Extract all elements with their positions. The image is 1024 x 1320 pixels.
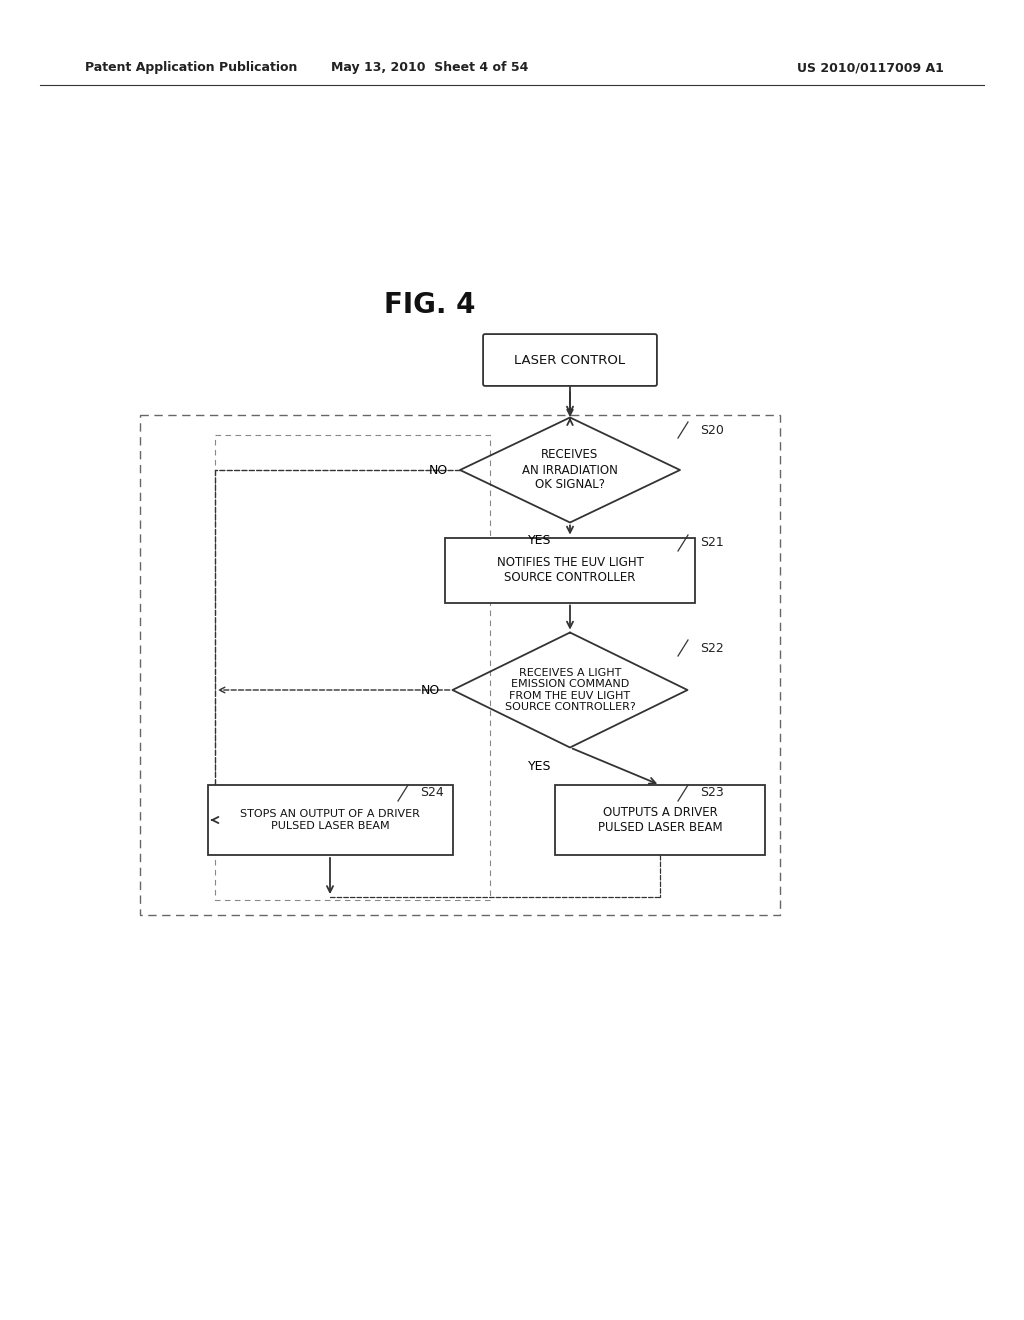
Text: NO: NO <box>429 463 449 477</box>
Text: May 13, 2010  Sheet 4 of 54: May 13, 2010 Sheet 4 of 54 <box>332 62 528 74</box>
Bar <box>140 414 780 915</box>
Bar <box>555 785 765 855</box>
Text: RECEIVES A LIGHT
EMISSION COMMAND
FROM THE EUV LIGHT
SOURCE CONTROLLER?: RECEIVES A LIGHT EMISSION COMMAND FROM T… <box>505 668 635 713</box>
Text: OUTPUTS A DRIVER
PULSED LASER BEAM: OUTPUTS A DRIVER PULSED LASER BEAM <box>598 807 722 834</box>
Text: S24: S24 <box>420 787 443 800</box>
Text: US 2010/0117009 A1: US 2010/0117009 A1 <box>797 62 943 74</box>
Text: Patent Application Publication: Patent Application Publication <box>85 62 297 74</box>
Text: S22: S22 <box>700 642 724 655</box>
Text: S23: S23 <box>700 787 724 800</box>
Text: NOTIFIES THE EUV LIGHT
SOURCE CONTROLLER: NOTIFIES THE EUV LIGHT SOURCE CONTROLLER <box>497 556 643 583</box>
Text: YES: YES <box>528 535 552 548</box>
Text: FIG. 4: FIG. 4 <box>384 290 476 319</box>
Bar <box>215 436 490 900</box>
Text: YES: YES <box>528 759 552 772</box>
Text: NO: NO <box>421 684 440 697</box>
Text: RECEIVES
AN IRRADIATION
OK SIGNAL?: RECEIVES AN IRRADIATION OK SIGNAL? <box>522 449 617 491</box>
Text: LASER CONTROL: LASER CONTROL <box>514 354 626 367</box>
Text: S21: S21 <box>700 536 724 549</box>
Text: S20: S20 <box>700 424 724 437</box>
Text: STOPS AN OUTPUT OF A DRIVER
PULSED LASER BEAM: STOPS AN OUTPUT OF A DRIVER PULSED LASER… <box>240 809 420 830</box>
FancyBboxPatch shape <box>483 334 657 385</box>
Bar <box>208 785 453 855</box>
Bar <box>445 537 695 602</box>
